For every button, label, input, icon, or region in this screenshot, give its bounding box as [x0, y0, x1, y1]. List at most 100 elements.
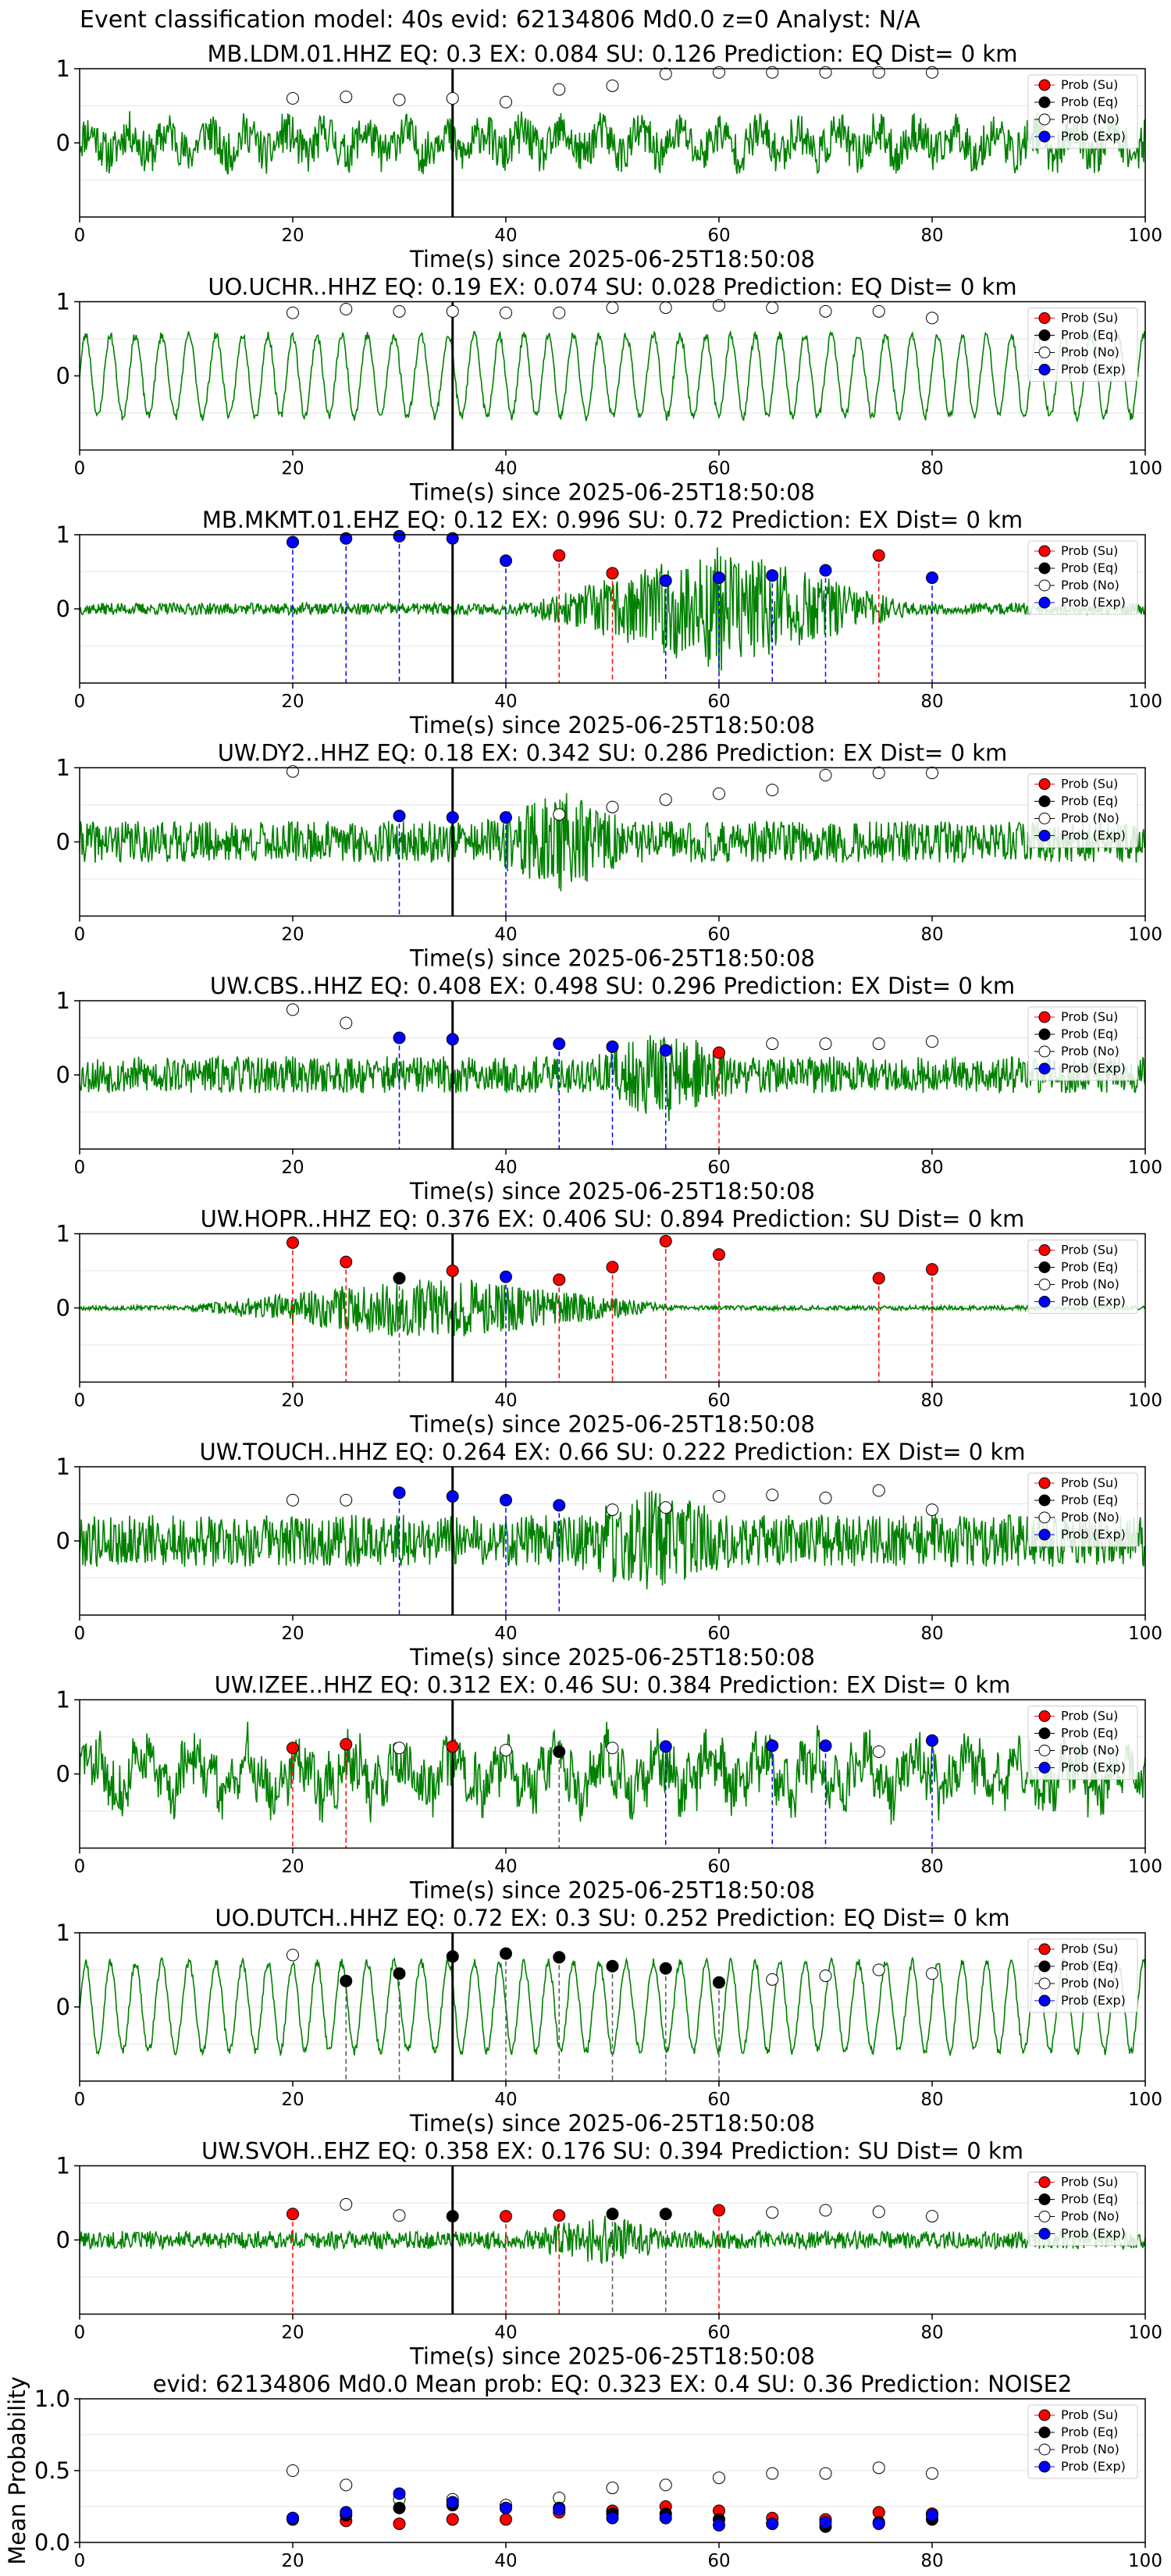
x-tick-label: 0 [74, 2090, 86, 2110]
prob-marker-no [340, 91, 353, 104]
x-tick-label: 40 [494, 925, 517, 945]
legend-marker-exp [1038, 1296, 1051, 1308]
legend-box [1027, 2404, 1138, 2479]
panel-5: UW.CBS..HHZ EQ: 0.408 EX: 0.498 SU: 0.29… [56, 973, 1162, 1204]
prob-marker-su [553, 1273, 566, 1286]
panel-title: UW.TOUCH..HHZ EQ: 0.264 EX: 0.66 SU: 0.2… [199, 1439, 1025, 1465]
legend-label-no: Prob (No) [1061, 2209, 1119, 2224]
legend-marker-exp [1038, 364, 1051, 375]
x-tick-label: 100 [1128, 226, 1162, 246]
legend-11: Prob (Su) Prob (Eq) Prob (No) Prob (Exp) [1027, 2404, 1138, 2479]
x-tick-label: 40 [494, 1391, 517, 1411]
prob-marker-no [926, 2210, 938, 2223]
legend-marker-no [1038, 1745, 1051, 1756]
x-tick-label: 80 [920, 692, 943, 712]
prob-marker-exp [659, 574, 672, 587]
legend-label-exp: Prob (Exp) [1061, 1527, 1126, 1542]
legend-label-eq: Prob (Eq) [1061, 2192, 1118, 2207]
prob-marker-su [287, 2208, 299, 2221]
legend-marker-eq [1038, 1028, 1051, 1041]
prob-marker-no [287, 1003, 299, 1016]
legend-label-no: Prob (No) [1061, 1044, 1119, 1059]
x-tick-label: 100 [1128, 459, 1162, 479]
prob-marker-no [926, 1503, 938, 1517]
prob-marker-exp [287, 535, 299, 549]
prob-marker-no [926, 1967, 938, 1980]
panel-title: MB.LDM.01.HHZ EQ: 0.3 EX: 0.084 SU: 0.12… [208, 41, 1018, 67]
x-tick-label: 20 [281, 459, 304, 479]
legend-marker-no [1038, 1977, 1051, 1990]
legend-marker-no [1038, 2443, 1051, 2456]
x-tick-label: 0 [74, 692, 86, 712]
x-tick-label: 20 [281, 2323, 304, 2343]
prob-marker-no [659, 301, 672, 315]
x-tick-label: 100 [1128, 1391, 1162, 1411]
x-axis-label: Time(s) since 2025-06-25T18:50:08 [409, 945, 815, 972]
mean-marker-no [766, 2467, 779, 2480]
prob-marker-no [340, 303, 353, 315]
x-axis-label: Time(s) since 2025-06-25T18:50:08 [409, 1877, 815, 1904]
panel-title: UO.DUTCH..HHZ EQ: 0.72 EX: 0.3 SU: 0.252… [215, 1905, 1009, 1931]
x-tick-label: 40 [494, 1857, 517, 1877]
panel-3: MB.MKMT.01.EHZ EQ: 0.12 EX: 0.996 SU: 0.… [56, 507, 1162, 738]
mean-marker-no [606, 2482, 619, 2495]
prob-marker-no [287, 92, 299, 105]
legend-marker-exp [1038, 1994, 1051, 2007]
prob-marker-exp [340, 532, 353, 545]
x-tick-label: 80 [920, 1158, 943, 1178]
prob-marker-no [287, 1948, 299, 1962]
prob-marker-no [872, 1037, 885, 1051]
mean-marker-no [819, 2467, 832, 2480]
legend-label-su: Prob (Su) [1061, 1009, 1118, 1024]
legend-label-exp: Prob (Exp) [1061, 2226, 1126, 2241]
x-tick-label: 20 [281, 1624, 304, 1644]
legend-marker-exp [1038, 130, 1051, 143]
prob-marker-no [819, 769, 832, 781]
legend-label-no: Prob (No) [1061, 2442, 1119, 2457]
x-axis-label: Time(s) since 2025-06-25T18:50:08 [409, 1644, 815, 1670]
legend-marker-su [1038, 2409, 1051, 2421]
prob-marker-eq [659, 2208, 672, 2221]
prob-marker-exp [500, 1270, 512, 1283]
prob-marker-su [606, 567, 619, 580]
prob-marker-no [926, 1035, 938, 1048]
x-tick-label: 0 [74, 2551, 86, 2571]
prob-marker-no [872, 1484, 885, 1497]
legend-marker-eq [1038, 1727, 1051, 1739]
legend-label-eq: Prob (Eq) [1061, 94, 1118, 109]
mean-marker-exp [340, 2506, 353, 2519]
x-axis-label: Time(s) since 2025-06-25T18:50:08 [409, 1411, 815, 1438]
y-tick-label: 1 [56, 289, 70, 315]
mean-marker-su [500, 2513, 512, 2526]
prob-marker-eq [500, 1947, 512, 1960]
legend-label-su: Prob (Su) [1061, 2407, 1118, 2422]
prob-marker-exp [926, 1734, 938, 1747]
legend-marker-no [1038, 1279, 1051, 1290]
legend-label-eq: Prob (Eq) [1061, 328, 1118, 343]
y-tick-label: 1 [56, 1221, 70, 1247]
prob-marker-eq [340, 1974, 353, 1987]
prob-marker-no [659, 67, 672, 80]
prob-marker-no [872, 1745, 885, 1758]
prob-marker-no [606, 800, 619, 813]
prob-marker-eq [606, 2208, 619, 2221]
panel-11: evid: 62134806 Md0.0 Mean prob: EQ: 0.32… [4, 2371, 1162, 2571]
prob-marker-su [500, 2210, 512, 2223]
prob-marker-no [872, 1963, 885, 1976]
legend-label-su: Prob (Su) [1061, 77, 1118, 92]
prob-marker-no [766, 66, 779, 79]
legend-label-eq: Prob (Eq) [1061, 2425, 1118, 2439]
legend-label-exp: Prob (Exp) [1061, 1760, 1126, 1775]
legend-box [1027, 74, 1138, 149]
legend-marker-su [1038, 1477, 1051, 1489]
prob-marker-no [872, 767, 885, 780]
y-tick-label: 0 [56, 363, 70, 390]
x-tick-label: 20 [281, 692, 304, 712]
x-tick-label: 20 [281, 2090, 304, 2110]
legend-marker-no [1038, 113, 1051, 126]
legend-box [1027, 1472, 1138, 1547]
legend-marker-su [1038, 778, 1051, 790]
panel-title: UW.CBS..HHZ EQ: 0.408 EX: 0.498 SU: 0.29… [210, 973, 1015, 999]
y-tick-label: 0 [56, 2227, 70, 2254]
